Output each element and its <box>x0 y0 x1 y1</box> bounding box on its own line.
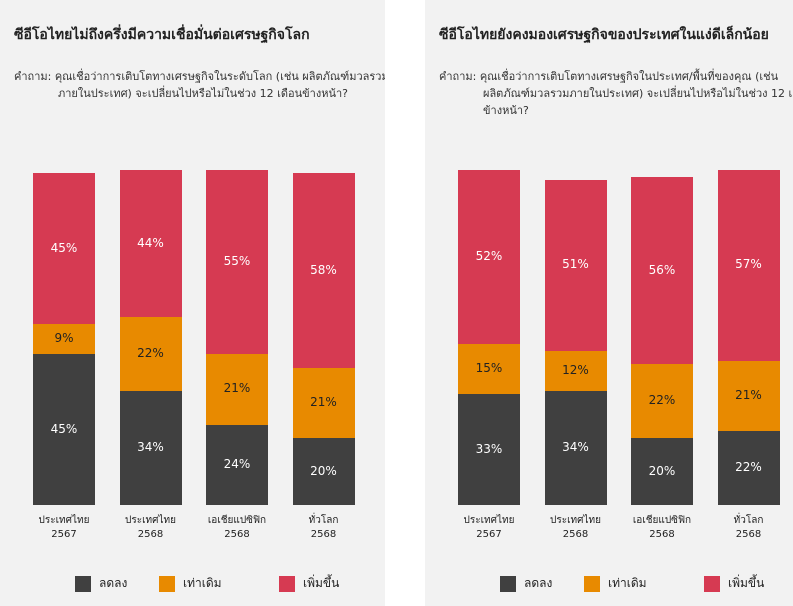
data-label: 21% <box>735 388 762 403</box>
bar-segment <box>33 324 95 355</box>
legend-label: เพิ่มขึ้น <box>303 576 340 590</box>
x-tick-label: ประเทศไทย 2567 <box>463 515 515 540</box>
data-label: 22% <box>648 393 676 408</box>
bar-segment <box>717 431 780 505</box>
x-tick-label: เอเชียแปซิฟิก 2568 <box>207 515 267 540</box>
bar-segment <box>458 344 520 395</box>
bar-segment <box>631 438 693 505</box>
bar-segment <box>544 391 607 505</box>
legend-swatch <box>500 575 516 592</box>
legend-swatch <box>279 575 295 592</box>
data-label: 12% <box>562 363 589 377</box>
chart-panel: ซีอีโอไทยไม่ถึงครึ่งมีความเชื่อมั่นต่อเศ… <box>0 0 385 606</box>
data-label: 22% <box>735 460 762 475</box>
data-label: 58% <box>310 262 337 277</box>
bar-segment <box>292 367 355 438</box>
legend-swatch <box>75 575 91 592</box>
bar-segment <box>544 350 607 392</box>
data-label: 21% <box>223 381 251 396</box>
legend-item: ลดลง <box>75 574 127 593</box>
bar-segment <box>206 354 268 425</box>
bar-segment <box>717 170 780 361</box>
data-label: 21% <box>310 394 337 409</box>
data-label: 20% <box>648 463 676 478</box>
bar-segment <box>717 360 780 432</box>
bar-segment <box>631 176 693 365</box>
x-tick-label: ทั่วโลก 2568 <box>733 515 764 540</box>
data-label: 20% <box>310 463 337 478</box>
bar-segment <box>206 170 268 355</box>
bar-segment <box>458 394 520 505</box>
data-label: 24% <box>223 456 251 471</box>
legend-swatch <box>704 575 720 592</box>
chart-panel: ซีอีโอไทยยังคงมองเศรษฐกิจของประเทศในแง่ด… <box>425 0 793 606</box>
legend-label: ลดลง <box>99 576 128 590</box>
chart-subtitle: คำถาม: คุณเชื่อว่าการเติบโตทางเศรษฐกิจใน… <box>14 70 385 100</box>
data-label: 57% <box>735 257 762 272</box>
bar-segment <box>119 170 182 318</box>
data-label: 45% <box>50 421 78 436</box>
bar-segment <box>292 173 355 368</box>
data-label: 22% <box>137 346 164 361</box>
legend-label: เท่าเดิม <box>183 576 222 590</box>
data-label: 33% <box>475 441 503 456</box>
legend-item: เพิ่มขึ้น <box>704 574 764 593</box>
bar-segment <box>631 364 693 438</box>
legend-label: เพิ่มขึ้น <box>728 576 765 590</box>
data-label: 56% <box>648 262 676 277</box>
x-tick-label: ประเทศไทย 2568 <box>550 515 601 540</box>
chart-title: ซีอีโอไทยยังคงมองเศรษฐกิจของประเทศในแง่ด… <box>439 27 769 43</box>
legend-item: ลดลง <box>500 574 552 593</box>
legend-swatch <box>159 575 175 592</box>
x-tick-label: ประเทศไทย 2567 <box>38 515 90 540</box>
x-tick-label: เอเชียแปซิฟิก 2568 <box>632 515 692 540</box>
data-label: 44% <box>137 235 164 250</box>
x-tick-label: ทั่วโลก 2568 <box>308 515 339 540</box>
data-label: 52% <box>475 249 503 264</box>
legend-item: เท่าเดิม <box>584 574 647 593</box>
data-label: 15% <box>475 361 503 376</box>
bar-segment <box>33 354 95 505</box>
chart-subtitle: คำถาม: คุณเชื่อว่าการเติบโตทางเศรษฐกิจใน… <box>439 70 793 117</box>
data-label: 51% <box>562 257 589 272</box>
legend-label: ลดลง <box>524 576 553 590</box>
data-label: 34% <box>137 440 164 455</box>
data-label: 9% <box>54 331 74 346</box>
data-label: 45% <box>50 240 78 255</box>
legend-label: เท่าเดิม <box>608 576 647 590</box>
bar-segment <box>119 391 182 505</box>
bar-segment <box>292 438 355 505</box>
legend-swatch <box>584 575 600 592</box>
bar-segment <box>33 173 95 325</box>
legend-item: เท่าเดิม <box>159 574 222 593</box>
data-label: 55% <box>223 254 251 269</box>
chart-title: ซีอีโอไทยไม่ถึงครึ่งมีความเชื่อมั่นต่อเศ… <box>14 27 310 43</box>
data-label: 34% <box>562 440 589 455</box>
bar-segment <box>119 317 182 392</box>
legend-item: เพิ่มขึ้น <box>279 574 339 593</box>
bar-segment <box>206 424 268 505</box>
bar-segment <box>544 180 607 351</box>
x-tick-label: ประเทศไทย 2568 <box>125 515 176 540</box>
bar-segment <box>458 170 520 345</box>
